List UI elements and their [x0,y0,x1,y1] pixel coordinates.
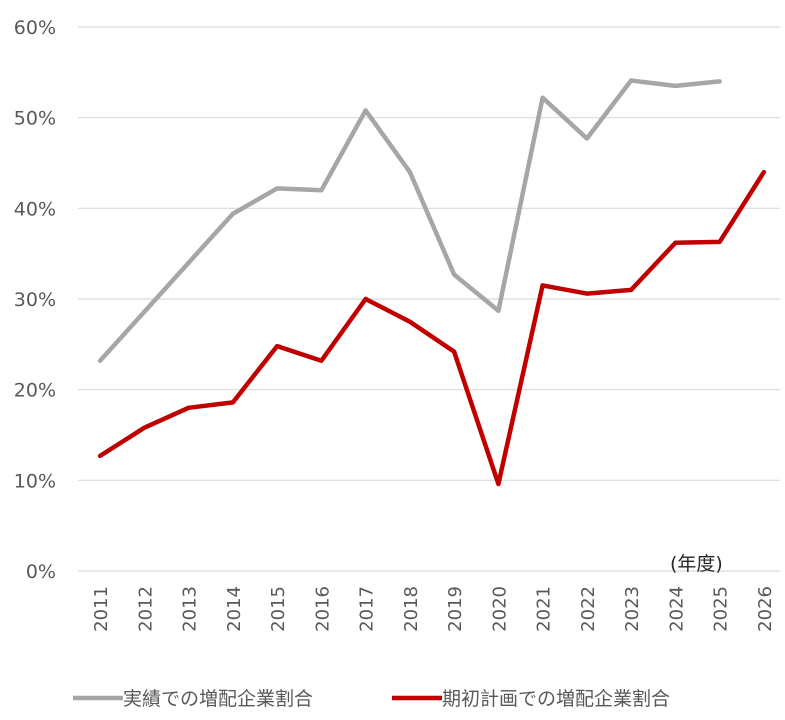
x-tick-label: 2012 [135,586,156,632]
x-tick-label: 2024 [666,586,687,632]
legend: 実績での増配企業割合 期初計画での増配企業割合 [73,688,670,710]
y-axis-ticks: 0% 10% 20% 30% 40% 50% 60% [14,17,56,583]
x-tick-label: 2020 [489,586,510,632]
x-tick-label: 2016 [312,586,333,632]
x-tick-label: 2018 [401,586,422,632]
x-tick-label: 2019 [445,586,466,632]
x-tick-label: 2021 [534,586,555,632]
x-tick-label: 2015 [268,586,289,632]
series-line-2 [97,169,767,487]
gridlines [78,26,780,572]
y-tick-label: 50% [14,108,56,130]
x-tick-label: 2014 [224,586,245,632]
y-tick-label: 10% [14,470,56,492]
x-unit-label: (年度) [670,553,723,575]
x-tick-label: 2022 [578,586,599,632]
x-axis-ticks: 2011 2012 2013 2014 2015 2016 2017 2018 2019 2020… [91,586,776,632]
x-tick-label: 2013 [180,586,201,632]
legend-label-2: 期初計画での増配企業割合 [442,688,670,710]
y-tick-label: 20% [14,380,56,402]
y-tick-label: 40% [14,198,56,220]
y-tick-label: 60% [14,17,56,39]
legend-label-1: 実績での増配企業割合 [123,688,313,710]
x-tick-label: 2025 [711,586,732,632]
x-tick-label: 2026 [755,586,776,632]
y-tick-label: 30% [14,289,56,311]
y-tick-label: 0% [26,561,56,583]
series-line-1 [97,78,722,363]
series-lines [97,78,767,487]
x-tick-label: 2017 [357,586,378,632]
x-tick-label: 2023 [622,586,643,632]
x-tick-label: 2011 [91,586,112,632]
